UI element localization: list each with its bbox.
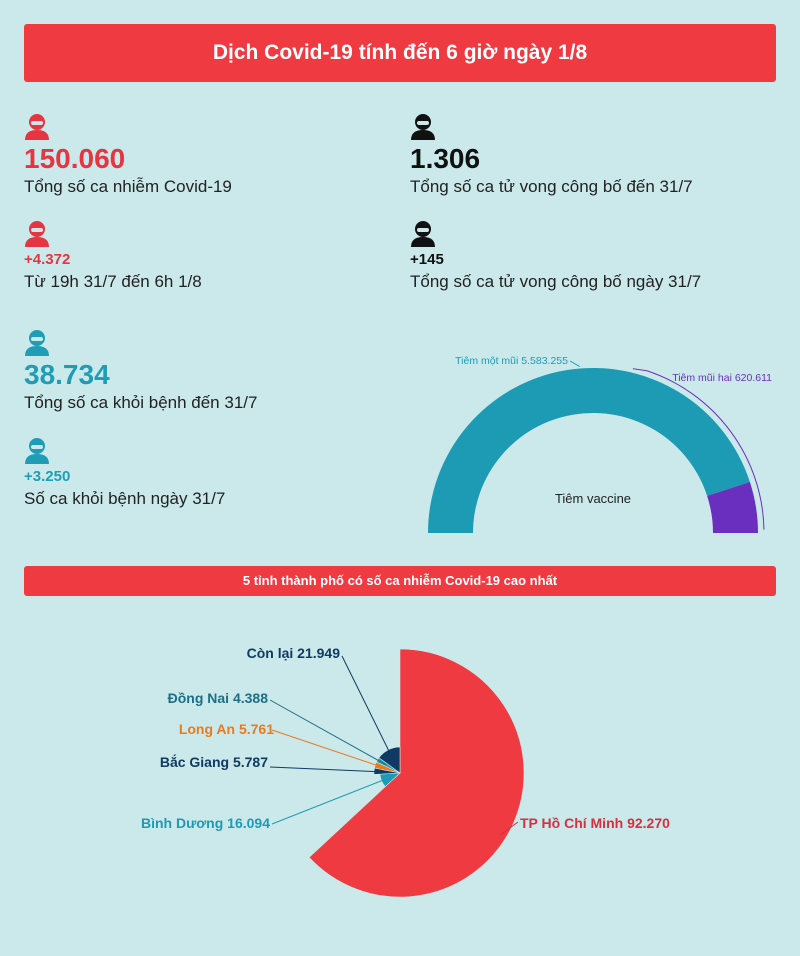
- person-icon: [25, 330, 49, 356]
- donut-slice-tiem-mot-mui: [428, 368, 750, 533]
- pie-leader-long-an: [271, 729, 385, 769]
- cases-total-label: Tổng số ca nhiễm Covid-19: [24, 177, 232, 196]
- pie-leader-con-lai: [341, 655, 394, 759]
- donut-center-title: Tiêm vaccine: [555, 491, 631, 506]
- pie-label-tp-ho-chi-minh: TP Hồ Chí Minh 92.270: [520, 815, 670, 831]
- stat-cases-total: 150.060 Tổng số ca nhiễm Covid-19: [24, 113, 232, 197]
- deaths-total-value: 1.306: [410, 143, 481, 174]
- deaths-total-label: Tổng số ca tử vong công bố đến 31/7: [410, 177, 693, 196]
- vaccine-chart: Tiêm một mũi 5.583.255 Tiêm mũi hai 620.6…: [428, 355, 772, 533]
- provinces-pie-chart: TP Hồ Chí Minh 92.270 Bình Dương 16.094 Bắ…: [141, 645, 670, 898]
- recovered-new-value: +3.250: [24, 468, 71, 485]
- donut-label-tiem-mui-hai: Tiêm mũi hai 620.611: [672, 372, 772, 384]
- stat-cases-new: +4.372 Từ 19h 31/7 đến 6h 1/8: [24, 220, 202, 292]
- pie-label-binh-duong: Bình Dương 16.094: [141, 815, 270, 831]
- person-icon: [25, 114, 49, 140]
- recovered-new-label: Số ca khỏi bệnh ngày 31/7: [24, 489, 226, 508]
- person-icon: [411, 114, 435, 140]
- pie-label-bac-giang: Bắc Giang 5.787: [160, 753, 268, 770]
- pie-label-dong-nai: Đồng Nai 4.388: [168, 690, 269, 706]
- person-icon: [25, 221, 49, 247]
- deaths-new-label: Tổng số ca tử vong công bố ngày 31/7: [410, 272, 702, 291]
- donut-bracket-tiem-mui-hai: [646, 370, 765, 530]
- stat-recovered-total: 38.734 Tổng số ca khỏi bệnh đến 31/7: [24, 329, 257, 413]
- header-banner: Dịch Covid-19 tính đến 6 giờ ngày 1/8: [24, 24, 776, 82]
- pie-leader-dong-nai: [269, 699, 387, 766]
- deaths-new-value: +145: [410, 251, 444, 268]
- person-icon: [411, 221, 435, 247]
- donut-label-tiem-mot-mui: Tiêm một mũi 5.583.255: [455, 355, 568, 367]
- section-title: 5 tỉnh thành phố có số ca nhiễm Covid-19…: [242, 573, 558, 588]
- section-banner: 5 tỉnh thành phố có số ca nhiễm Covid-19…: [24, 566, 776, 596]
- cases-new-value: +4.372: [24, 251, 71, 268]
- stat-deaths-new: +145 Tổng số ca tử vong công bố ngày 31/…: [410, 220, 701, 292]
- person-icon: [25, 438, 49, 464]
- cases-total-value: 150.060: [24, 143, 126, 174]
- page-title: Dịch Covid-19 tính đến 6 giờ ngày 1/8: [212, 41, 588, 64]
- pie-slice-tp-ho-chi-minh: [308, 648, 525, 898]
- recovered-total-value: 38.734: [24, 359, 110, 390]
- pie-leader-bac-giang: [269, 766, 385, 773]
- donut-leader-tiem-mui-hai: [632, 368, 647, 372]
- donut-slice-tiem-mui-hai: [707, 481, 758, 533]
- stat-deaths-total: 1.306 Tổng số ca tử vong công bố đến 31/…: [410, 113, 693, 197]
- cases-new-label: Từ 19h 31/7 đến 6h 1/8: [24, 272, 202, 291]
- pie-label-long-an: Long An 5.761: [179, 721, 274, 737]
- donut-leader-tiem-mot-mui: [569, 360, 580, 367]
- pie-leader-tp-ho-chi-minh: [500, 821, 519, 836]
- stat-recovered-new: +3.250 Số ca khỏi bệnh ngày 31/7: [24, 437, 225, 509]
- recovered-total-label: Tổng số ca khỏi bệnh đến 31/7: [24, 393, 258, 412]
- pie-label-con-lai: Còn lại 21.949: [247, 645, 341, 661]
- pie-leader-binh-duong: [271, 778, 386, 825]
